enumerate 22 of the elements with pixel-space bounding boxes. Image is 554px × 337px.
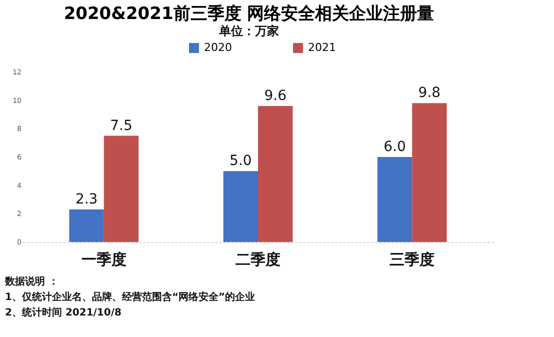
text: 数据说明 ： bbox=[4, 276, 58, 288]
x-tick-label: 三季度 bbox=[390, 250, 435, 268]
data-label: 7.5 bbox=[110, 118, 132, 134]
text: 1、仅统计企业名、品牌、经营范围含“网络安全”的企业 bbox=[5, 291, 256, 303]
chart-title: 2020&2021前三季度 网络安全相关企业注册量 bbox=[64, 4, 434, 24]
legend-label: 2020 bbox=[204, 41, 232, 54]
chart-subtitle: 单位：万家 bbox=[218, 24, 279, 38]
legend-label: 2021 bbox=[308, 41, 336, 54]
bar bbox=[69, 209, 104, 242]
data-label: 2.3 bbox=[75, 191, 98, 208]
bar bbox=[412, 103, 447, 242]
x-tick-label: 二季度 bbox=[236, 250, 280, 268]
data-label: 9.8 bbox=[418, 85, 441, 102]
x-tick-label: 一季度 bbox=[81, 250, 126, 268]
data-label: 6.0 bbox=[384, 139, 406, 155]
bar bbox=[223, 171, 258, 242]
bar bbox=[377, 157, 412, 242]
data-label: 5.0 bbox=[230, 153, 252, 170]
data-label: 9.6 bbox=[264, 88, 287, 104]
text: 2、统计时间 2021/10/8 bbox=[5, 306, 122, 318]
bar bbox=[258, 106, 293, 242]
bar bbox=[104, 136, 139, 242]
